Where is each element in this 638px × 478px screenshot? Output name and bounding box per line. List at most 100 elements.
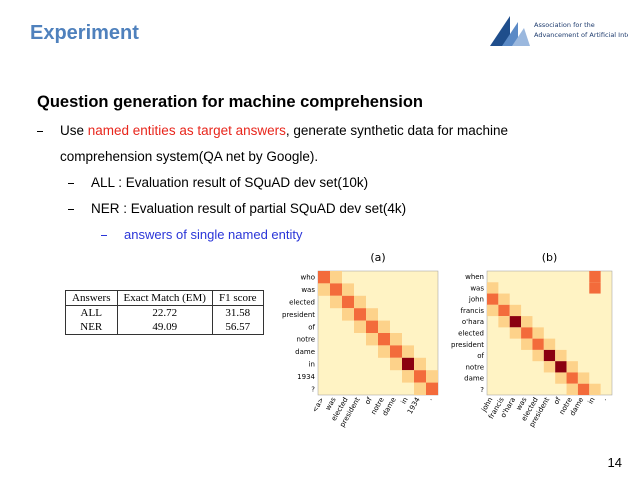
heatmap-cell — [532, 327, 544, 339]
cell: 49.09 — [117, 320, 213, 335]
cell: ALL — [65, 305, 118, 320]
heatmap-cell — [498, 304, 510, 317]
heatmap-cell — [566, 372, 578, 384]
heatmap-cell — [555, 372, 567, 384]
logo: Association for the Advancement of Artif… — [490, 16, 628, 46]
figure-label: (a) — [370, 251, 385, 264]
col-label: of — [363, 396, 374, 406]
row-label: when — [465, 273, 484, 281]
row-label: 1934 — [297, 373, 315, 381]
heatmap-cell — [543, 349, 556, 362]
bullet: NER : Evaluation result of partial SQuAD… — [91, 201, 407, 216]
figure-label: (b) — [542, 251, 558, 264]
heatmap-cell — [509, 327, 522, 339]
heatmap-cell — [318, 283, 330, 296]
heatmap-cell — [318, 271, 330, 284]
heatmap-cell — [402, 357, 414, 371]
row-label: ? — [480, 386, 484, 394]
bullet-dash — [37, 131, 43, 133]
col-label: 1934 — [406, 396, 422, 416]
logo-shape — [512, 28, 530, 46]
heatmap-cell — [509, 316, 522, 328]
heatmap-cell — [378, 320, 390, 333]
heatmap-cell — [589, 271, 601, 283]
heading: Question generation for machine comprehe… — [37, 93, 423, 111]
heatmap-cell — [402, 345, 414, 358]
logo-text: Advancement of Artificial Intelligence — [534, 31, 628, 39]
bullet: ALL : Evaluation result of SQuAD dev set… — [91, 175, 369, 190]
heatmap-cell — [414, 357, 426, 371]
th: F1 score — [212, 290, 264, 306]
heatmap-cell — [426, 382, 438, 395]
heatmap-cell — [342, 308, 354, 321]
heatmap-cell — [577, 372, 590, 384]
bullet-dash — [68, 209, 74, 211]
heatmap-cell — [426, 370, 438, 383]
heatmap-cell — [589, 383, 601, 395]
bullet: Use named entities as target answers, ge… — [60, 123, 508, 138]
row-label: o'hara — [462, 318, 484, 326]
bullet: answers of single named entity — [124, 227, 303, 242]
heatmap-cell — [577, 383, 590, 395]
heatmap-cell — [390, 345, 402, 358]
row-label: dame — [295, 348, 315, 356]
logo-text: Association for the — [534, 21, 595, 29]
heatmap-cell — [378, 333, 390, 346]
cell: 22.72 — [117, 305, 213, 320]
logo-shape — [502, 22, 518, 46]
row-label: notre — [297, 336, 316, 344]
heatmap-cell — [521, 327, 533, 339]
heatmap-cell — [330, 295, 342, 309]
bullet-dash — [101, 235, 107, 237]
heatmap-cell — [566, 383, 578, 395]
heatmap-cell — [487, 293, 499, 305]
heatmap-cell — [390, 357, 402, 371]
heatmap-cell — [543, 361, 556, 373]
heatmap-cell — [566, 361, 578, 373]
heatmap-cell — [414, 370, 426, 383]
row-label: was — [470, 284, 484, 292]
heatmap-cell — [555, 361, 567, 373]
logo-shape — [490, 16, 510, 46]
row-label: who — [301, 274, 315, 282]
heatmap-cell — [498, 293, 510, 305]
heatmap-cell — [543, 338, 556, 350]
col-label: of — [552, 396, 563, 406]
row-label: of — [308, 323, 315, 331]
heatmap-cell — [366, 333, 378, 346]
bullet-continued: comprehension system(QA net by Google). — [60, 149, 319, 164]
cell: NER — [65, 320, 118, 335]
col-label: in — [587, 396, 597, 406]
heatmap-cell — [354, 308, 366, 321]
text: , generate synthetic data for machine — [285, 123, 509, 138]
row-label: president — [451, 341, 484, 349]
heatmap-cell — [521, 338, 533, 350]
heatmap-cell — [414, 382, 426, 395]
bullet-dash — [68, 183, 74, 185]
heatmap-cell — [498, 316, 510, 328]
row-label: elected — [458, 330, 484, 338]
row-label: john — [468, 296, 484, 304]
heatmap-cell — [532, 349, 544, 362]
heatmap-cell — [354, 295, 366, 309]
th: Exact Match (EM) — [117, 290, 213, 306]
heatmap-cell — [487, 282, 499, 294]
col-label: in — [400, 396, 410, 406]
th: Answers — [65, 290, 118, 306]
row-label: was — [301, 286, 315, 294]
results-table: Answers Exact Match (EM) F1 score ALL 22.72… — [65, 290, 264, 335]
col-label: . — [426, 396, 434, 402]
col-label: <a> — [311, 396, 326, 414]
heatmap-cell — [487, 304, 499, 317]
row-label: president — [282, 311, 315, 319]
row-label: dame — [464, 375, 484, 383]
heatmap-cell — [555, 349, 567, 362]
heatmap-cell — [354, 320, 366, 333]
heatmap-cell — [342, 295, 354, 309]
heatmap-cell — [366, 320, 378, 333]
heatmap-cell — [378, 345, 390, 358]
heatmap-cell — [402, 370, 414, 383]
slide-title: Experiment — [30, 22, 139, 44]
row-label: francis — [460, 307, 484, 315]
